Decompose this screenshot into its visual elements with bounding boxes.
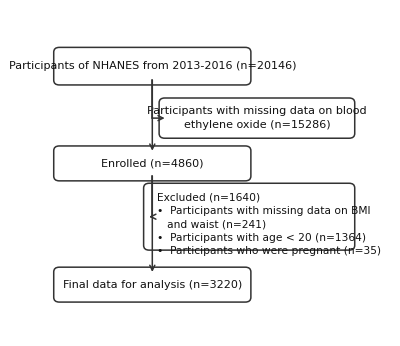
FancyBboxPatch shape: [144, 183, 355, 250]
Text: Enrolled (n=4860): Enrolled (n=4860): [101, 158, 204, 169]
Text: Participants of NHANES from 2013-2016 (n=20146): Participants of NHANES from 2013-2016 (n…: [8, 61, 296, 71]
FancyBboxPatch shape: [54, 146, 251, 181]
Text: Excluded (n=1640)
•  Participants with missing data on BMI
   and waist (n=241)
: Excluded (n=1640) • Participants with mi…: [157, 192, 381, 256]
FancyBboxPatch shape: [54, 47, 251, 85]
Text: Participants with missing data on blood
ethylene oxide (n=15286): Participants with missing data on blood …: [147, 106, 367, 130]
FancyBboxPatch shape: [54, 267, 251, 302]
FancyBboxPatch shape: [159, 98, 355, 138]
Text: Final data for analysis (n=3220): Final data for analysis (n=3220): [63, 280, 242, 290]
